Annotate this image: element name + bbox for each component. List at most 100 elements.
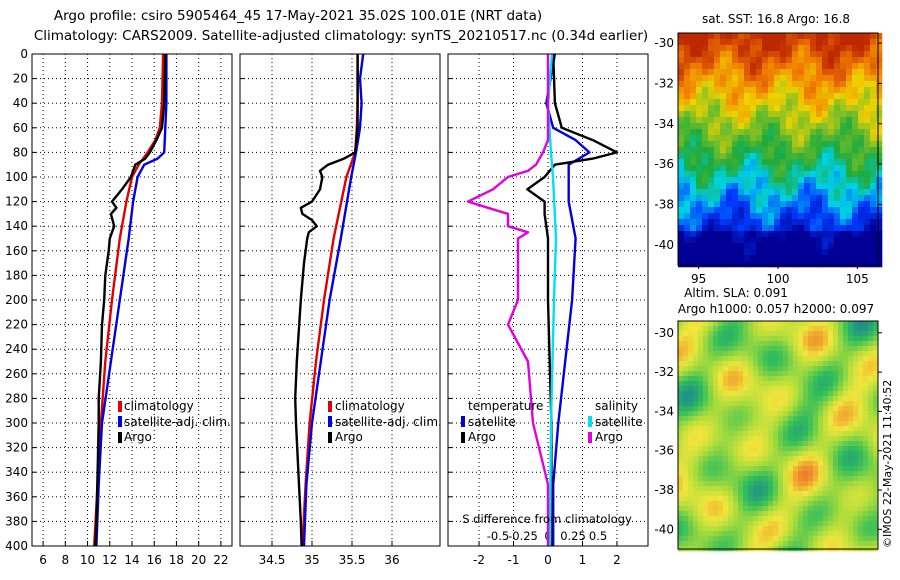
map-cell — [780, 189, 787, 196]
map-cell — [838, 326, 844, 332]
map-cell — [733, 426, 739, 432]
map-cell — [748, 351, 754, 357]
map-cell — [788, 511, 794, 517]
map-cell — [762, 45, 769, 52]
map-cell — [684, 33, 691, 40]
map-cell — [758, 361, 764, 367]
map-cell — [783, 341, 789, 347]
map-cell — [828, 521, 834, 527]
map-cell — [732, 111, 739, 118]
map-cell — [786, 135, 793, 142]
map-cell — [733, 386, 739, 392]
map-cell — [868, 341, 874, 347]
map-cell — [683, 396, 689, 402]
map-cell — [708, 396, 714, 402]
map-cell — [858, 117, 865, 124]
map-cell — [684, 129, 691, 136]
map-cell — [713, 381, 719, 387]
map-cell — [778, 466, 784, 472]
map-cell — [868, 441, 874, 447]
map-cell — [768, 476, 774, 482]
map-cell — [863, 536, 869, 542]
map-cell — [683, 386, 689, 392]
map-cell — [783, 376, 789, 382]
map-cell — [762, 105, 769, 112]
map-cell — [848, 326, 854, 332]
map-cell — [828, 261, 835, 268]
map-cell — [823, 516, 829, 522]
map-cell — [863, 426, 869, 432]
map-cell — [762, 171, 769, 178]
map-cell — [858, 141, 865, 148]
map-cell — [678, 351, 684, 357]
map-cell — [774, 207, 781, 214]
map-cell — [738, 33, 745, 40]
map-cell — [810, 111, 817, 118]
map-cell — [678, 476, 684, 482]
map-cell — [768, 111, 775, 118]
map-cell — [732, 225, 739, 232]
map-cell — [808, 436, 814, 442]
map-cell — [718, 456, 724, 462]
map-cell — [833, 441, 839, 447]
map-cell — [828, 471, 834, 477]
map-cell — [678, 361, 684, 367]
map-cell — [728, 381, 734, 387]
map-cell — [713, 436, 719, 442]
map-cell — [783, 411, 789, 417]
map-cell — [808, 451, 814, 457]
map-cell — [718, 496, 724, 502]
map-cell — [726, 147, 733, 154]
map-cell — [838, 396, 844, 402]
map-cell — [818, 511, 824, 517]
map-cell — [822, 171, 829, 178]
map-cell — [848, 481, 854, 487]
map-cell — [798, 153, 805, 160]
map-cell — [726, 219, 733, 226]
map-cell — [808, 356, 814, 362]
map-cell — [822, 231, 829, 238]
map-cell — [858, 207, 865, 214]
map-cell — [733, 511, 739, 517]
map-cell — [738, 87, 745, 94]
map-cell — [858, 396, 864, 402]
map-cell — [793, 381, 799, 387]
map-cell — [708, 141, 715, 148]
map-cell — [864, 39, 871, 46]
map-cell — [684, 39, 691, 46]
y-tick-label: 300 — [5, 416, 28, 430]
map-cell — [678, 195, 685, 202]
map-cell — [713, 336, 719, 342]
map-cell — [714, 183, 721, 190]
map-cell — [838, 421, 844, 427]
map-cell — [852, 261, 859, 268]
map-cell — [816, 255, 823, 262]
map-cell — [698, 341, 704, 347]
map-cell — [678, 45, 685, 52]
map-cell — [773, 506, 779, 512]
map-cell — [763, 476, 769, 482]
map-cell — [698, 456, 704, 462]
map-cell — [828, 81, 835, 88]
map-cell — [786, 219, 793, 226]
map-cell — [678, 39, 685, 46]
map-cell — [864, 171, 871, 178]
map-cell — [718, 486, 724, 492]
map-cell — [690, 159, 697, 166]
map-cell — [863, 416, 869, 422]
map-cell — [714, 189, 721, 196]
map-cell — [748, 421, 754, 427]
map-cell — [803, 376, 809, 382]
map-cell — [863, 396, 869, 402]
map-cell — [792, 69, 799, 76]
map-cell — [774, 237, 781, 244]
map-cell — [720, 147, 727, 154]
map-cell — [708, 511, 714, 517]
map-cell — [708, 69, 715, 76]
map-cell — [810, 141, 817, 148]
map-cell — [678, 147, 685, 154]
map-cell — [756, 87, 763, 94]
map-cell — [773, 461, 779, 467]
map-cell — [708, 105, 715, 112]
sla-map-title-2: Argo h1000: 0.057 h2000: 0.097 — [678, 302, 874, 316]
